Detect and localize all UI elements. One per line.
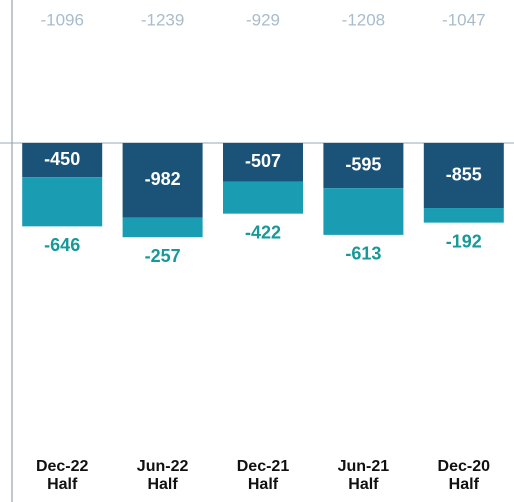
x-tick-label: Jun-21 Half bbox=[337, 458, 390, 493]
bar-segment bbox=[122, 217, 203, 238]
bar-segment bbox=[423, 142, 504, 209]
segment-label: -646 bbox=[44, 235, 80, 255]
x-tick-label: Jun-22 Half bbox=[136, 458, 189, 493]
segment-label: -855 bbox=[446, 164, 482, 184]
x-tick-label: Dec-22 Half bbox=[35, 458, 89, 493]
bar-segment bbox=[22, 177, 103, 227]
total-label: -1096 bbox=[40, 10, 83, 29]
bar-segment bbox=[22, 142, 103, 178]
segment-label: -613 bbox=[345, 244, 381, 264]
total-label: -929 bbox=[246, 10, 280, 29]
segment-label: -192 bbox=[446, 231, 482, 251]
x-tick-label: Dec-20 Half bbox=[437, 458, 491, 493]
segment-label: -422 bbox=[245, 222, 281, 242]
segment-label: -982 bbox=[145, 169, 181, 189]
bar-segment bbox=[323, 188, 404, 235]
bar-segment bbox=[423, 208, 504, 223]
bar-segment bbox=[323, 142, 404, 189]
bar-segment bbox=[223, 142, 303, 182]
segment-label: -257 bbox=[145, 246, 181, 266]
total-label: -1208 bbox=[342, 10, 385, 29]
total-label: -1239 bbox=[141, 10, 184, 29]
bar-segment bbox=[223, 181, 303, 214]
segment-label: -595 bbox=[345, 154, 381, 174]
total-label: -1047 bbox=[442, 10, 485, 29]
x-tick-label: Dec-21 Half bbox=[236, 458, 290, 493]
segment-label: -450 bbox=[44, 149, 80, 169]
segment-label: -507 bbox=[245, 151, 281, 171]
bar-segment bbox=[122, 142, 203, 218]
